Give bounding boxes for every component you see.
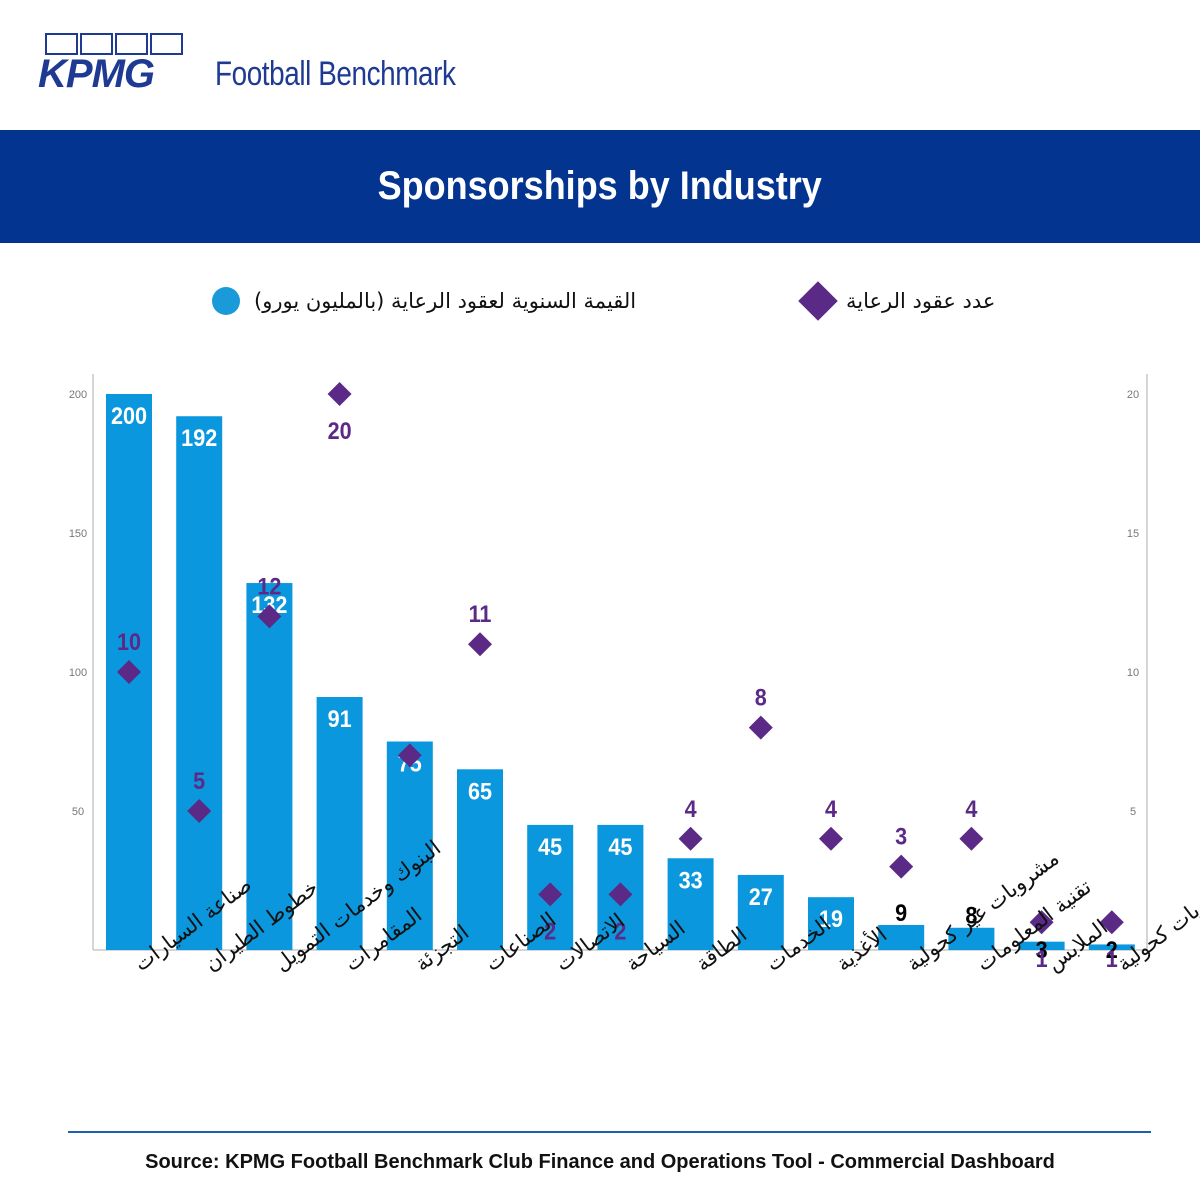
left-tick-label: 50 xyxy=(72,806,84,818)
bar-value-label: 45 xyxy=(538,833,562,860)
bar-value-label: 33 xyxy=(679,866,703,893)
diamond-value-label: 2 xyxy=(614,917,626,944)
diamond-point xyxy=(187,799,212,823)
bar xyxy=(667,858,714,950)
left-tick-label: 100 xyxy=(69,667,87,679)
diamond-point xyxy=(819,826,843,851)
logo-box xyxy=(80,33,113,55)
logo-box xyxy=(45,33,78,55)
header: KPMG Football Benchmark xyxy=(0,0,1200,130)
right-tick-label: 10 xyxy=(1127,667,1139,679)
bar xyxy=(1088,944,1135,950)
diamond-value-label: 1 xyxy=(1036,945,1048,972)
bar xyxy=(948,927,995,950)
diamond-point xyxy=(678,826,703,851)
diamond-value-label: 12 xyxy=(257,572,281,599)
diamond-point xyxy=(889,854,914,879)
right-tick-label: 15 xyxy=(1127,528,1139,540)
diamond-point xyxy=(959,826,984,851)
diamond-value-label: 2 xyxy=(544,917,556,944)
diamond-point xyxy=(117,660,141,684)
bar-value-label: 9 xyxy=(895,899,907,926)
legend-label-count: عدد عقود الرعاية xyxy=(846,289,996,313)
combo-chart: 5010015020051015202001921329175654545332… xyxy=(69,374,1200,976)
diamond-value-label: 4 xyxy=(685,795,697,822)
diamond-value-label: 5 xyxy=(193,767,205,794)
right-tick-label: 5 xyxy=(1130,806,1136,818)
legend-label-value: القيمة السنوية لعقود الرعاية (بالمليون ي… xyxy=(254,289,637,313)
source-divider xyxy=(68,1131,1151,1133)
bar-value-label: 200 xyxy=(111,402,147,429)
diamond-point xyxy=(748,715,773,740)
bar xyxy=(878,924,925,950)
diamond-point xyxy=(257,604,282,629)
bar xyxy=(386,741,433,950)
diamond-value-label: 8 xyxy=(755,684,767,711)
diamond-point xyxy=(397,743,422,768)
legend-item-value: القيمة السنوية لعقود الرعاية (بالمليون ي… xyxy=(212,287,636,315)
bar-value-label: 8 xyxy=(965,902,977,929)
legend-item-count: عدد عقود الرعاية xyxy=(798,281,996,321)
bar xyxy=(246,583,293,950)
bar xyxy=(457,769,503,950)
diamond-value-label: 1 xyxy=(1106,945,1118,972)
diamond-value-label: 3 xyxy=(895,823,907,850)
circle-icon xyxy=(212,287,240,315)
right-tick-label: 20 xyxy=(1127,389,1139,401)
category-label: مشروبات كحولية xyxy=(1112,867,1200,976)
bar-value-label: 65 xyxy=(468,777,492,804)
bar xyxy=(737,874,784,950)
logo-box xyxy=(150,33,183,55)
diamond-point xyxy=(468,632,492,657)
diamond-value-label: 10 xyxy=(117,628,141,655)
bar xyxy=(316,697,363,950)
bar-value-label: 192 xyxy=(181,424,217,451)
chart-title: Sponsorships by Industry xyxy=(377,164,823,208)
diamond-point xyxy=(1099,910,1124,935)
diamond-point xyxy=(538,882,563,907)
diamond-point xyxy=(327,382,352,406)
bar-value-label: 19 xyxy=(819,905,843,932)
brand-name: Football Benchmark xyxy=(215,55,456,93)
diamond-value-label: 11 xyxy=(469,600,492,627)
bar-value-label: 91 xyxy=(328,705,352,732)
title-banner: Sponsorships by Industry xyxy=(0,130,1200,243)
bar-value-label: 2 xyxy=(1106,936,1118,963)
diamond-icon xyxy=(798,281,838,321)
left-tick-label: 150 xyxy=(69,528,87,540)
diamond-point xyxy=(608,882,633,907)
left-tick-label: 200 xyxy=(69,389,87,401)
bar xyxy=(1018,941,1065,950)
diamond-value-label: 4 xyxy=(825,795,837,822)
kpmg-logo: KPMG xyxy=(38,52,155,96)
bar xyxy=(176,416,223,950)
logo-box xyxy=(115,33,148,55)
bar-value-label: 45 xyxy=(608,833,632,860)
bar xyxy=(808,897,854,950)
bar-value-label: 27 xyxy=(749,883,773,910)
diamond-value-label: 4 xyxy=(965,795,977,822)
kpmg-logo-boxes xyxy=(45,33,185,57)
source-text: Source: KPMG Football Benchmark Club Fin… xyxy=(145,1151,1055,1173)
diamond-value-label: 20 xyxy=(328,417,352,444)
diamond-point xyxy=(1029,910,1054,935)
bar-value-label: 3 xyxy=(1036,936,1048,963)
